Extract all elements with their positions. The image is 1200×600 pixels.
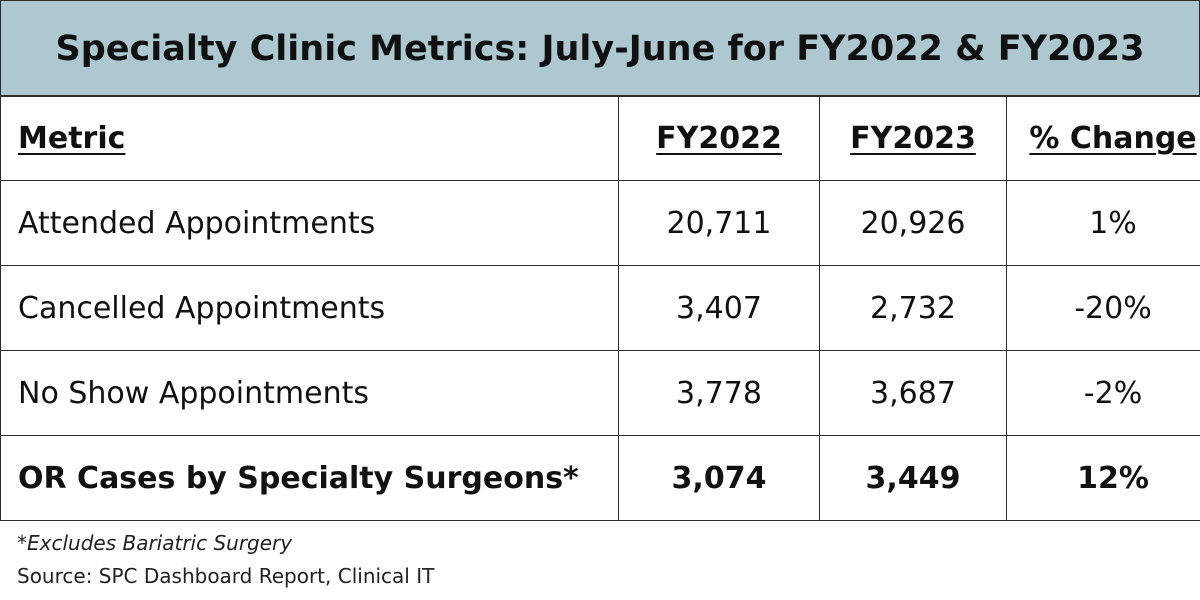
cell-fy2022: 3,407: [618, 265, 820, 351]
header-fy2023: FY2023: [819, 95, 1007, 181]
table-row: OR Cases by Specialty Surgeons* 3,074 3,…: [0, 435, 1200, 521]
cell-change: 1%: [1006, 180, 1200, 266]
table-header-row: Metric FY2022 FY2023 % Change: [0, 95, 1200, 181]
cell-metric: No Show Appointments: [0, 350, 619, 436]
header-metric: Metric: [0, 95, 619, 181]
header-fy2022: FY2022: [618, 95, 820, 181]
header-change: % Change: [1006, 95, 1200, 181]
cell-metric: Cancelled Appointments: [0, 265, 619, 351]
title-banner: Specialty Clinic Metrics: July-June for …: [0, 0, 1200, 97]
cell-fy2023: 3,449: [819, 435, 1007, 521]
cell-fy2022: 3,074: [618, 435, 820, 521]
table-row: Attended Appointments 20,711 20,926 1%: [0, 180, 1200, 266]
cell-change: -20%: [1006, 265, 1200, 351]
table-row: Cancelled Appointments 3,407 2,732 -20%: [0, 265, 1200, 351]
cell-change: 12%: [1006, 435, 1200, 521]
footnote: *Excludes Bariatric Surgery: [17, 531, 293, 555]
cell-fy2022: 3,778: [618, 350, 820, 436]
source-note: Source: SPC Dashboard Report, Clinical I…: [17, 564, 435, 588]
cell-fy2023: 2,732: [819, 265, 1007, 351]
page-title: Specialty Clinic Metrics: July-June for …: [55, 28, 1145, 69]
cell-fy2023: 3,687: [819, 350, 1007, 436]
cell-metric: Attended Appointments: [0, 180, 619, 266]
cell-change: -2%: [1006, 350, 1200, 436]
cell-fy2022: 20,711: [618, 180, 820, 266]
cell-metric: OR Cases by Specialty Surgeons*: [0, 435, 619, 521]
table-row: No Show Appointments 3,778 3,687 -2%: [0, 350, 1200, 436]
metrics-table: Metric FY2022 FY2023 % Change Attended A…: [0, 95, 1200, 521]
cell-fy2023: 20,926: [819, 180, 1007, 266]
